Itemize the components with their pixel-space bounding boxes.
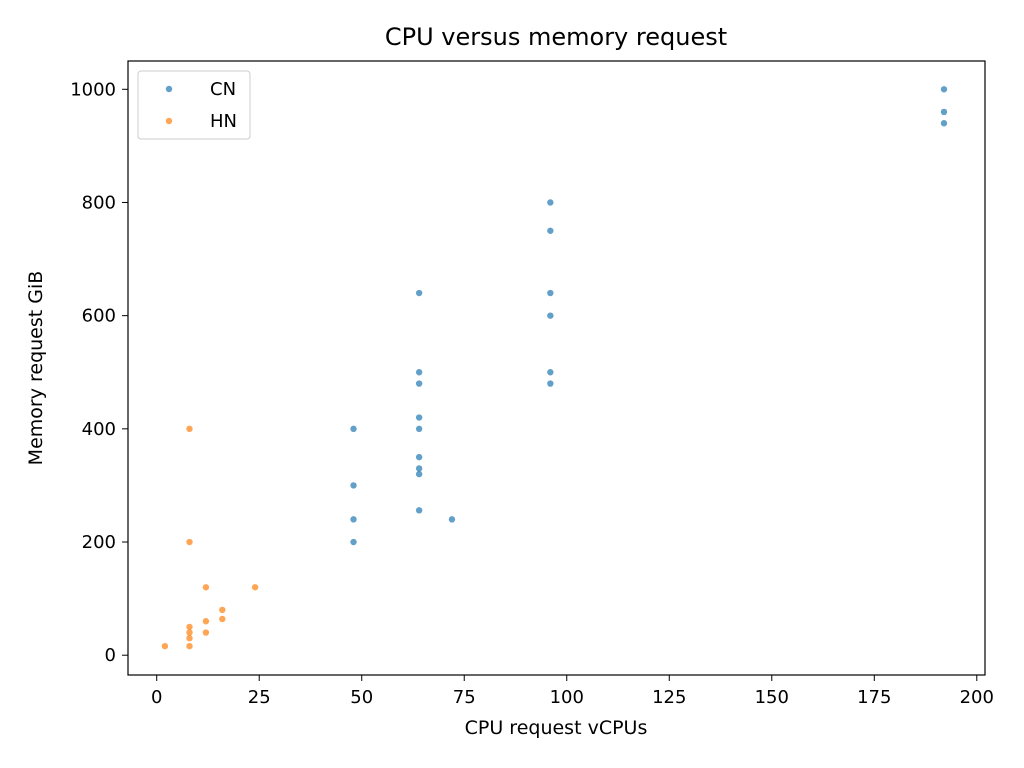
y-tick-label: 0 [105, 645, 116, 666]
x-tick-label: 175 [857, 687, 891, 708]
y-tick-label: 600 [82, 306, 116, 327]
data-point [547, 227, 554, 234]
data-point [415, 507, 423, 514]
data-point [448, 516, 456, 523]
data-point [219, 606, 226, 614]
y-tick-label: 400 [82, 419, 116, 440]
data-point [350, 425, 357, 433]
data-point [161, 642, 169, 650]
y-tick-label: 200 [82, 532, 116, 553]
data-point [547, 289, 554, 297]
x-tick-label: 0 [151, 687, 162, 708]
y-tick-label: 800 [82, 192, 116, 213]
data-point [415, 470, 423, 478]
data-point [940, 86, 948, 93]
x-tick-label: 125 [652, 687, 686, 708]
x-tick-label: 150 [755, 687, 789, 708]
data-point [202, 584, 210, 591]
data-point [350, 516, 357, 523]
data-point [415, 465, 423, 472]
data-points [161, 86, 948, 650]
data-point [186, 538, 193, 546]
x-tick-label: 25 [248, 687, 271, 708]
x-tick-label: 200 [960, 687, 994, 708]
data-point [547, 312, 554, 319]
y-axis-label: Memory request GiB [25, 271, 47, 466]
data-point [547, 199, 554, 206]
data-point [415, 425, 423, 433]
data-point [186, 629, 193, 636]
data-point [202, 629, 210, 636]
x-axis-label: CPU request vCPUs [465, 717, 648, 739]
x-tick-label: 75 [453, 687, 476, 708]
legend-marker-cn [165, 85, 173, 93]
data-point [186, 642, 193, 650]
legend-marker-hn [165, 117, 173, 125]
data-point [415, 369, 423, 376]
legend-label-cn: CN [210, 79, 236, 100]
x-tick-label: 100 [550, 687, 584, 708]
data-point [350, 538, 357, 546]
data-point [251, 584, 259, 591]
data-point [547, 369, 554, 376]
data-point [202, 618, 210, 625]
x-tick-label: 50 [350, 687, 373, 708]
data-point [186, 623, 193, 631]
data-point [350, 482, 357, 489]
chart-title: CPU versus memory request [385, 23, 727, 51]
plot-frame [127, 60, 986, 676]
series-cn [350, 86, 948, 546]
data-point [415, 414, 423, 421]
data-point [186, 425, 193, 433]
y-tick-label: 1000 [70, 79, 116, 100]
data-point [219, 615, 226, 623]
data-point [415, 289, 423, 297]
legend: CN HN [137, 70, 251, 140]
data-point [415, 380, 423, 387]
axis-ticks: 0 25 50 75 100 125 150 175 200 0 200 400 600 800 1000 [70, 79, 994, 708]
data-point [547, 380, 554, 387]
data-point [940, 108, 948, 116]
series-hn [161, 425, 259, 650]
data-point [415, 453, 423, 461]
legend-label-hn: HN [210, 111, 237, 132]
data-point [940, 120, 948, 127]
data-point [186, 635, 193, 642]
